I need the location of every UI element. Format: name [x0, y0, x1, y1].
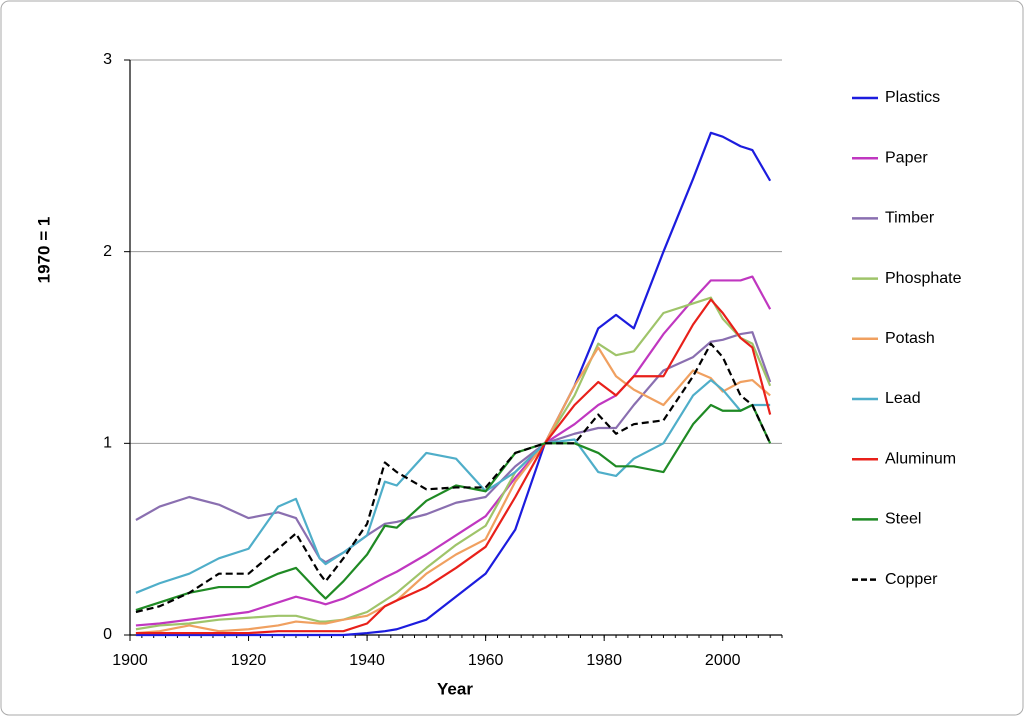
x-tick-label: 1960	[468, 652, 504, 669]
legend-label: Aluminum	[885, 450, 956, 467]
y-tick-label: 2	[103, 243, 112, 260]
legend-label: Lead	[885, 390, 921, 407]
legend-label: Timber	[885, 210, 935, 227]
legend-label: Plastics	[885, 89, 940, 106]
series-line	[135, 378, 771, 594]
series-line	[135, 296, 772, 631]
series-line	[135, 331, 772, 564]
y-tick-label: 3	[103, 51, 112, 68]
series-line	[135, 298, 772, 635]
y-tick-label: 0	[103, 626, 112, 643]
legend-label: Copper	[885, 571, 938, 588]
y-tick-label: 1	[103, 435, 112, 452]
x-tick-label: 1900	[112, 652, 148, 669]
legend-label: Potash	[885, 330, 935, 347]
series-line	[135, 346, 771, 635]
x-tick-label: 2000	[705, 652, 741, 669]
legend-label: Steel	[885, 511, 921, 528]
series-line	[135, 403, 772, 612]
x-tick-label: 1920	[231, 652, 267, 669]
legend-label: Phosphate	[885, 270, 962, 287]
legend-label: Paper	[885, 149, 928, 166]
series-line	[135, 342, 772, 614]
x-axis-label: Year	[437, 679, 473, 698]
x-tick-label: 1940	[349, 652, 385, 669]
series-line	[135, 275, 772, 627]
series-line	[135, 131, 772, 637]
y-axis-label: 1970 = 1	[34, 217, 53, 284]
x-tick-label: 1980	[586, 652, 622, 669]
